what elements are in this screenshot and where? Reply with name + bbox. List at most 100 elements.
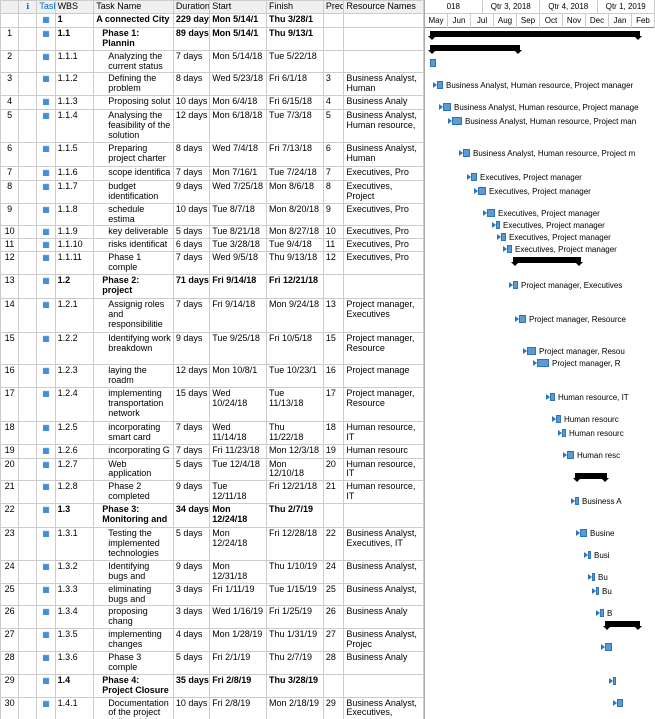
cell[interactable]: ▦	[37, 481, 55, 504]
table-row[interactable]: 17▦1.2.4implementing transportation netw…	[1, 387, 424, 421]
table-row[interactable]: 3▦1.1.2Defining the problem8 daysWed 5/2…	[1, 73, 424, 96]
cell[interactable]: ▦	[37, 226, 55, 239]
cell[interactable]: 12 days	[173, 110, 209, 143]
cell[interactable]: Project manager, Resource	[344, 387, 424, 421]
task-bar[interactable]: Project manager, Executives	[513, 281, 518, 289]
cell[interactable]: 21	[323, 481, 343, 504]
cell[interactable]: 7 days	[173, 50, 209, 73]
cell[interactable]	[19, 504, 37, 528]
cell[interactable]: Thu 1/31/19	[267, 629, 324, 652]
cell[interactable]: Mon 12/31/18	[210, 560, 267, 583]
cell[interactable]: 10	[323, 226, 343, 239]
cell[interactable]: 11	[323, 239, 343, 252]
table-row[interactable]: 29▦1.4Phase 4: Project Closure35 daysFri…	[1, 674, 424, 697]
cell[interactable]: Mon 7/16/1	[210, 166, 267, 180]
cell[interactable]: 13	[323, 299, 343, 333]
cell[interactable]: 1.1.1	[55, 50, 94, 73]
cell[interactable]: 8 days	[173, 142, 209, 166]
cell[interactable]: 9	[1, 203, 19, 226]
cell[interactable]: Preparing project charter	[94, 142, 174, 166]
cell[interactable]: Mon 8/6/18	[267, 180, 324, 203]
cell[interactable]	[19, 333, 37, 365]
cell[interactable]: Fri 6/1/18	[267, 73, 324, 96]
cell[interactable]: Business Analyst, Human	[344, 142, 424, 166]
cell[interactable]: Phase 3: Monitoring and	[94, 504, 174, 528]
cell[interactable]: 5	[323, 110, 343, 143]
cell[interactable]: 1.4	[55, 674, 94, 697]
cell[interactable]: 20	[1, 458, 19, 481]
cell[interactable]: 1.3.3	[55, 583, 94, 606]
cell[interactable]: 7 days	[173, 444, 209, 458]
cell[interactable]	[19, 166, 37, 180]
cell[interactable]: Tue 3/28/18	[210, 239, 267, 252]
col-header-finish[interactable]: Finish	[267, 1, 324, 14]
cell[interactable]: ▦	[37, 458, 55, 481]
summary-bar[interactable]	[430, 31, 640, 37]
cell[interactable]: Thu 9/13/1	[267, 27, 324, 50]
cell[interactable]: Mon 12/24/18	[210, 504, 267, 528]
cell[interactable]	[19, 252, 37, 275]
cell[interactable]: Wed 1/16/19	[210, 606, 267, 629]
table-row[interactable]: 10▦1.1.9key deliverable5 daysTue 8/21/18…	[1, 226, 424, 239]
cell[interactable]	[19, 299, 37, 333]
cell[interactable]: Human resource, IT	[344, 481, 424, 504]
cell[interactable]: 9	[323, 203, 343, 226]
cell[interactable]: ▦	[37, 252, 55, 275]
cell[interactable]: 34 days	[173, 504, 209, 528]
cell[interactable]: Mon 12/3/18	[267, 444, 324, 458]
cell[interactable]: Business Analyst, Executives,	[344, 697, 424, 719]
cell[interactable]: 27	[323, 629, 343, 652]
cell[interactable]: 15	[1, 333, 19, 365]
cell[interactable]: Fri 1/25/19	[267, 606, 324, 629]
table-row[interactable]: 24▦1.3.2Identifying bugs and9 daysMon 12…	[1, 560, 424, 583]
cell[interactable]: 10 days	[173, 697, 209, 719]
col-header-name[interactable]: Task Name	[94, 1, 174, 14]
cell[interactable]: 1.1.11	[55, 252, 94, 275]
cell[interactable]: schedule estima	[94, 203, 174, 226]
cell[interactable]	[344, 50, 424, 73]
cell[interactable]: Tue 12/4/18	[210, 458, 267, 481]
cell[interactable]: Mon 12/10/18	[267, 458, 324, 481]
cell[interactable]	[323, 275, 343, 299]
cell[interactable]: 3 days	[173, 606, 209, 629]
summary-bar[interactable]	[605, 621, 640, 627]
cell[interactable]: Phase 4: Project Closure	[94, 674, 174, 697]
cell[interactable]: 24	[1, 560, 19, 583]
cell[interactable]	[19, 13, 37, 27]
cell[interactable]	[19, 27, 37, 50]
col-header-pred[interactable]: Predecessors	[323, 1, 343, 14]
cell[interactable]: 1.1.3	[55, 96, 94, 110]
cell[interactable]: 5 days	[173, 651, 209, 674]
cell[interactable]: eliminating bugs and	[94, 583, 174, 606]
cell[interactable]: ▦	[37, 697, 55, 719]
cell[interactable]: Mon 1/28/19	[210, 629, 267, 652]
cell[interactable]: Fri 12/21/18	[267, 275, 324, 299]
cell[interactable]: 1.2.7	[55, 458, 94, 481]
cell[interactable]	[323, 504, 343, 528]
cell[interactable]: risks identificat	[94, 239, 174, 252]
cell[interactable]: 26	[1, 606, 19, 629]
cell[interactable]: Human resourc	[344, 444, 424, 458]
cell[interactable]	[19, 481, 37, 504]
cell[interactable]: 12 days	[173, 365, 209, 388]
task-bar[interactable]: Business Analyst, Human resource, Projec…	[463, 149, 470, 157]
cell[interactable]: ▦	[37, 528, 55, 561]
cell[interactable]: 22	[1, 504, 19, 528]
cell[interactable]: 9 days	[173, 180, 209, 203]
cell[interactable]: Tue 7/3/18	[267, 110, 324, 143]
gantt-body[interactable]: Business Analyst, Human resource, Projec…	[425, 28, 655, 719]
cell[interactable]	[344, 275, 424, 299]
cell[interactable]: Web application	[94, 458, 174, 481]
cell[interactable]: Fri 12/28/18	[267, 528, 324, 561]
cell[interactable]: Project manager, Executives	[344, 299, 424, 333]
table-row[interactable]: 27▦1.3.5implementing changes4 daysMon 1/…	[1, 629, 424, 652]
col-header-info[interactable]: ℹ	[19, 1, 37, 14]
cell[interactable]: ▦	[37, 333, 55, 365]
summary-bar[interactable]	[513, 257, 581, 263]
cell[interactable]: 6 days	[173, 239, 209, 252]
summary-bar[interactable]	[430, 45, 520, 51]
cell[interactable]: Identifying bugs and	[94, 560, 174, 583]
table-row[interactable]: 12▦1.1.11Phase 1 comple7 daysWed 9/5/18T…	[1, 252, 424, 275]
cell[interactable]: Testing the implemented technologies	[94, 528, 174, 561]
cell[interactable]: Phase 2 completed	[94, 481, 174, 504]
